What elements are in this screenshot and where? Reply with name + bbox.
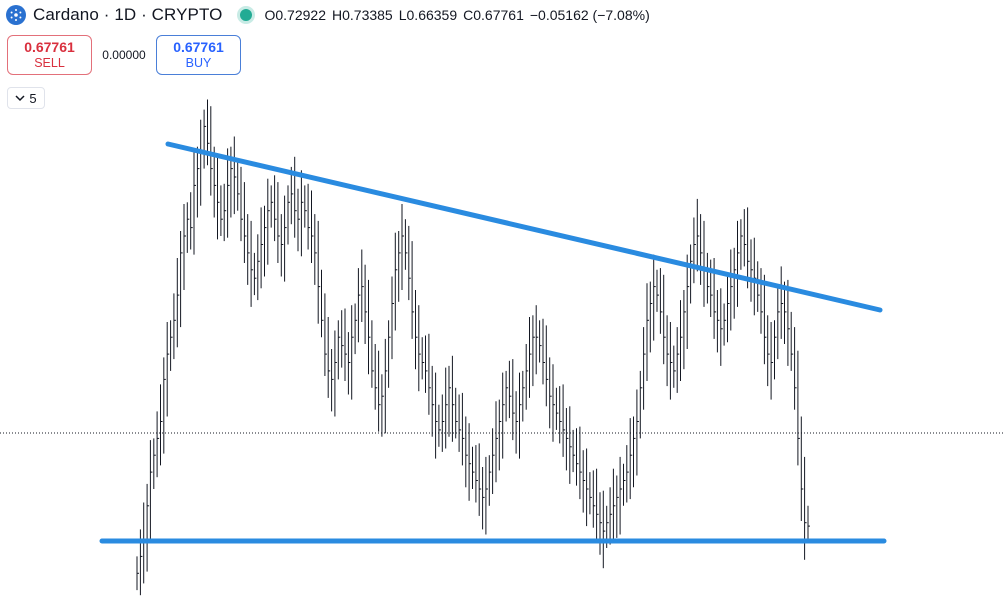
sell-button[interactable]: 0.67761 SELL bbox=[7, 35, 92, 75]
resistance-trendline[interactable] bbox=[165, 141, 883, 313]
ohlc-bars bbox=[136, 99, 810, 596]
sell-price: 0.67761 bbox=[24, 39, 75, 55]
buy-button[interactable]: 0.67761 BUY bbox=[156, 35, 241, 75]
indicators-toggle[interactable]: 5 bbox=[7, 87, 45, 109]
high-key: H bbox=[331, 7, 343, 23]
high-value: 0.73385 bbox=[342, 7, 393, 23]
close-key: C bbox=[463, 7, 474, 23]
change-value: −0.05162 (−7.08%) bbox=[529, 7, 650, 23]
chevron-down-icon bbox=[15, 95, 25, 102]
symbol-title[interactable]: Cardano · 1D · CRYPTO bbox=[33, 5, 223, 24]
low-value: 0.66359 bbox=[406, 7, 458, 23]
open-value: 0.72922 bbox=[275, 7, 326, 23]
symbol-header: Cardano · 1D · CRYPTO O0.72922 H0.73385 … bbox=[6, 3, 650, 27]
buy-label: BUY bbox=[185, 56, 212, 70]
market-status-icon bbox=[240, 9, 253, 21]
trade-panel: 0.67761 SELL 0.00000 0.67761 BUY bbox=[7, 35, 241, 75]
indicators-count: 5 bbox=[29, 90, 37, 106]
sell-label: SELL bbox=[34, 56, 65, 70]
close-value: 0.67761 bbox=[473, 7, 524, 23]
ohlc-values: O0.72922 H0.73385 L0.66359 C0.67761 −0.0… bbox=[264, 7, 649, 23]
low-key: L bbox=[398, 7, 407, 23]
buy-price: 0.67761 bbox=[173, 39, 224, 55]
cardano-logo-icon bbox=[6, 5, 26, 25]
spread-value: 0.00000 bbox=[102, 48, 146, 62]
open-key: O bbox=[264, 7, 276, 23]
